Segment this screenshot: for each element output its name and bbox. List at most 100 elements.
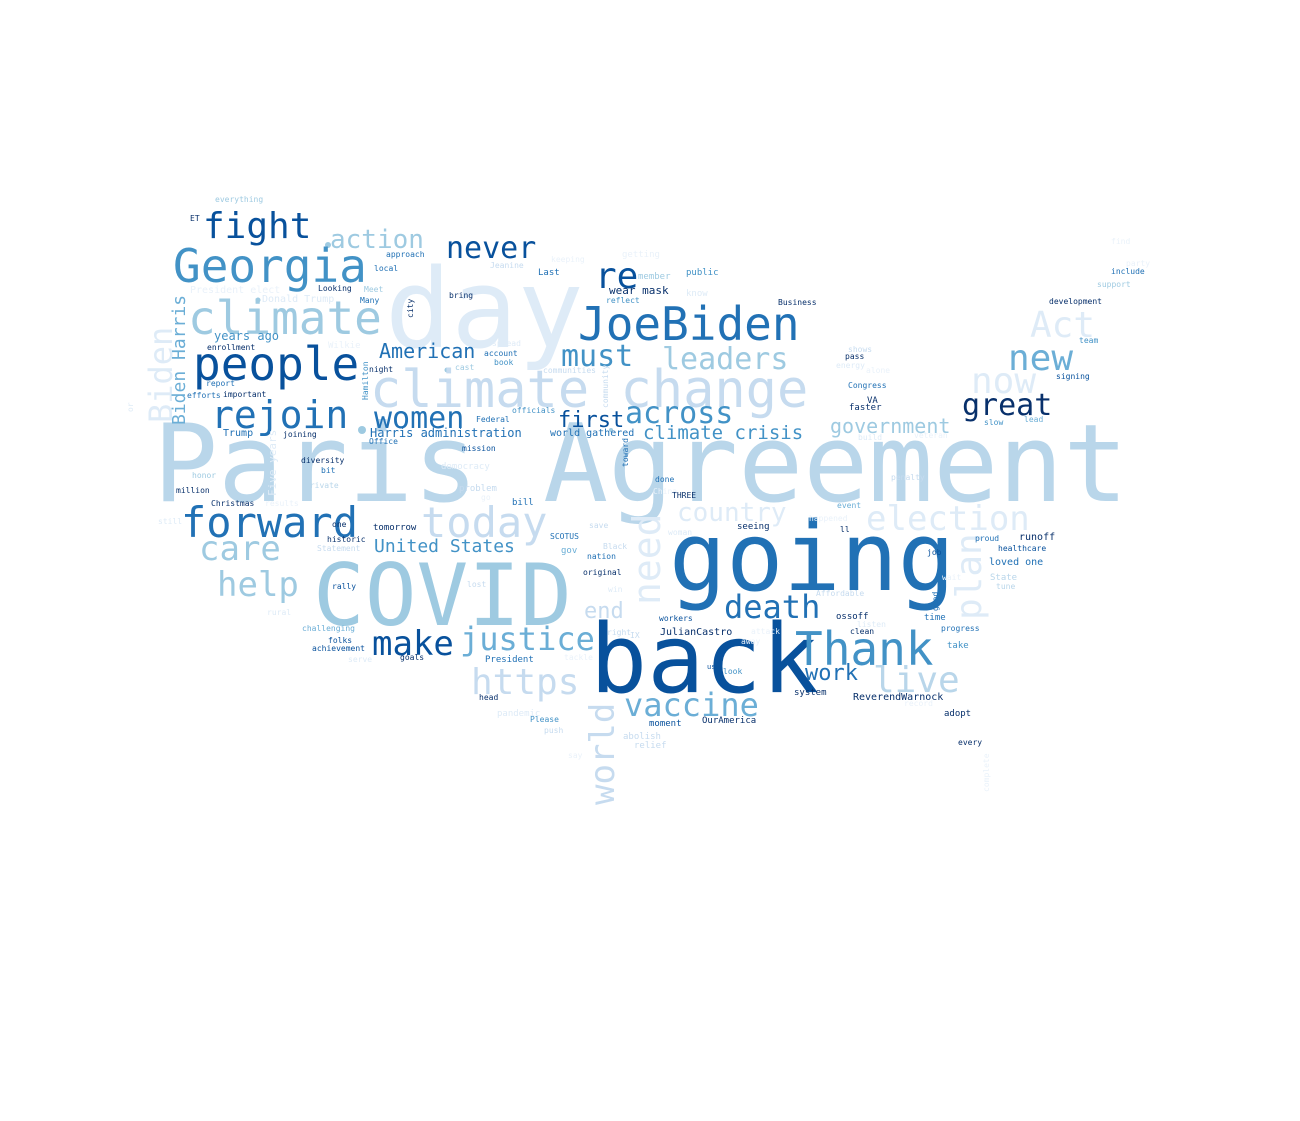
word-day: day xyxy=(385,245,584,373)
word-ix: IX xyxy=(630,631,640,640)
word-book: book xyxy=(494,358,513,367)
word-win: win xyxy=(608,585,623,594)
word-done: done xyxy=(655,475,674,484)
word-head: head xyxy=(479,693,498,702)
word-world: world xyxy=(583,703,623,805)
word-shows: shows xyxy=(848,345,872,354)
word-christmas: Christmas xyxy=(211,499,255,508)
word-act: Act xyxy=(1030,305,1095,346)
word-looking: Looking xyxy=(318,284,352,293)
word-federal: Federal xyxy=(476,415,510,424)
word-climate: climate xyxy=(188,291,382,345)
word-new: new xyxy=(1008,338,1073,379)
word-member: member xyxy=(638,272,671,282)
word-event: event xyxy=(837,501,861,510)
word-pandemic: pandemic xyxy=(497,709,540,719)
word-tackle: tackle xyxy=(564,653,593,662)
word-serve: serve xyxy=(348,655,372,664)
word-congress: Congress xyxy=(848,381,887,390)
word-lead: lead xyxy=(1024,415,1043,424)
word-nation: nation xyxy=(587,552,616,561)
word-last: Last xyxy=(538,268,560,278)
word-black: Black xyxy=(603,542,627,551)
word-diversity: diversity xyxy=(301,456,345,465)
word-private: private xyxy=(305,481,339,490)
word-development: development xyxy=(1049,297,1102,306)
word-wilkie: Wilkie xyxy=(328,341,361,351)
word-officials: officials xyxy=(512,406,556,415)
word-alone: alone xyxy=(866,366,890,375)
word-donald-trump: Donald Trump xyxy=(262,294,334,305)
word-wait: wait xyxy=(942,573,961,582)
word-team: team xyxy=(1079,336,1098,345)
word-seeing: seeing xyxy=(737,522,770,532)
word-vaccine: vaccine xyxy=(624,686,759,724)
word-right: right xyxy=(607,628,631,637)
word-take: take xyxy=(947,641,969,651)
word-five-years: Five years xyxy=(266,430,279,496)
word-efforts: efforts xyxy=(187,391,221,400)
word-help: help xyxy=(217,565,299,605)
word-https: https xyxy=(471,662,579,703)
word-thank: Thank xyxy=(795,622,933,676)
word-meet: Meet xyxy=(364,285,383,294)
word-results: results xyxy=(265,499,299,508)
word-look: look xyxy=(723,667,742,676)
word-never: never xyxy=(446,231,536,266)
word-approach: approach xyxy=(386,250,425,259)
word-healthcare: healthcare xyxy=(998,544,1046,553)
word-record: record xyxy=(904,699,933,708)
word-covid: COVID xyxy=(313,546,572,646)
word-many: Many xyxy=(360,296,379,305)
word-party: party xyxy=(1126,259,1150,268)
word-rally: rally xyxy=(332,582,356,591)
word-make: make xyxy=(372,624,454,664)
word-et: ET xyxy=(190,214,200,223)
word-please: Please xyxy=(530,715,559,724)
word-achievement: achievement xyxy=(312,644,365,653)
word-trump: Trump xyxy=(223,428,253,439)
word-justice: justice xyxy=(460,620,595,658)
word-attack: attack xyxy=(751,627,780,636)
word-climate-change: climate change xyxy=(370,360,808,420)
word-united-states: United States xyxy=(374,536,515,557)
word-years-ago: years ago xyxy=(214,329,279,343)
word-re: re xyxy=(595,256,638,297)
word-joebiden: JoeBiden xyxy=(578,297,800,351)
word-one: one xyxy=(332,520,347,529)
word-back: back xyxy=(590,605,819,715)
word-veteran: veteran xyxy=(914,431,948,440)
word-election: election xyxy=(866,499,1030,539)
word-gov: gov xyxy=(561,546,577,556)
word-good: good xyxy=(931,592,940,611)
word-china: China xyxy=(653,487,677,496)
word-reflect: reflect xyxy=(606,296,640,305)
word-care: care xyxy=(199,529,281,569)
word-folks: folks xyxy=(328,636,352,645)
word-across: across xyxy=(625,396,733,431)
word-world-gathered: world gathered xyxy=(550,428,634,439)
decorative-dot xyxy=(325,242,331,248)
word-ossoff: ossoff xyxy=(836,612,869,622)
word-night: night xyxy=(369,365,393,374)
word-tomorrow: tomorrow xyxy=(373,523,417,533)
word-million: million xyxy=(176,486,210,495)
word-loved-one: loved one xyxy=(989,557,1043,568)
word-wear-mask: wear mask xyxy=(609,284,669,297)
word-pass: pass xyxy=(845,352,864,361)
word-enrollment: enrollment xyxy=(207,343,255,352)
word-communities: communities xyxy=(543,366,596,375)
word-runoff: runoff xyxy=(1019,532,1055,543)
word-government: government xyxy=(830,414,950,438)
word-end: end xyxy=(584,599,624,624)
word-job: job xyxy=(927,548,942,557)
word-system: system xyxy=(794,688,827,698)
word-proud: proud xyxy=(975,534,999,543)
word-time: time xyxy=(924,613,946,623)
word-bill: bill xyxy=(512,498,534,508)
word-original: original xyxy=(583,568,622,577)
word-leaders: leaders xyxy=(662,342,788,377)
word-office: Office xyxy=(369,437,398,446)
word-paris-agreement: Paris Agreement xyxy=(153,402,1128,527)
word-reverendwarnock: ReverendWarnock xyxy=(853,692,943,703)
